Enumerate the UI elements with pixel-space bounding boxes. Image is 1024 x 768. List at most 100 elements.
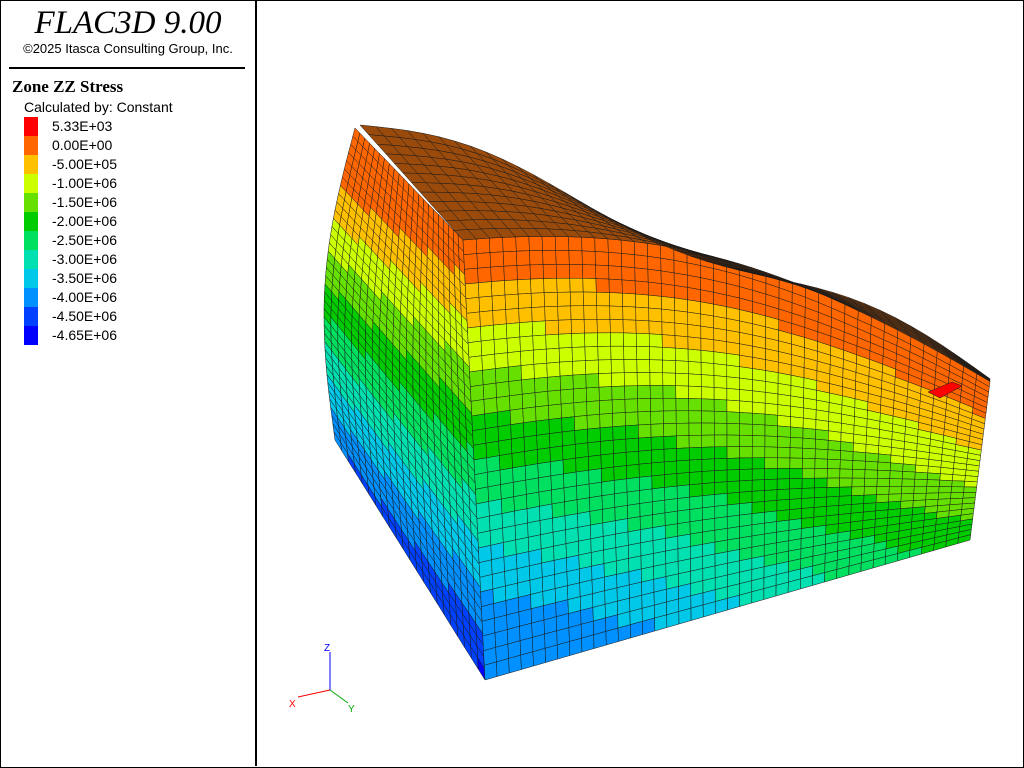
front-face-zone bbox=[789, 437, 804, 449]
front-face-zone bbox=[577, 524, 592, 542]
front-face-zone bbox=[599, 399, 613, 415]
front-face-zone bbox=[639, 488, 653, 504]
front-face-zone bbox=[528, 236, 543, 251]
front-face-zone bbox=[801, 468, 816, 479]
front-face-zone bbox=[585, 359, 599, 375]
model-view-svg[interactable]: Z X Y bbox=[257, 1, 1023, 766]
front-face-zone bbox=[544, 319, 559, 336]
front-face-zone bbox=[939, 473, 954, 481]
front-face-zone bbox=[625, 437, 639, 453]
front-face-zone bbox=[622, 319, 637, 334]
front-face-zone bbox=[777, 393, 792, 407]
front-face-zone bbox=[661, 321, 676, 336]
front-face-zone bbox=[477, 266, 492, 284]
front-face-zone bbox=[637, 385, 651, 400]
front-face-zone bbox=[609, 319, 624, 334]
model-viewport[interactable]: Z X Y bbox=[257, 1, 1023, 766]
front-face-zone bbox=[764, 424, 778, 437]
front-face-zone bbox=[915, 464, 929, 474]
front-face-zone bbox=[614, 491, 628, 508]
front-face-zone bbox=[726, 399, 740, 413]
front-face-zone bbox=[726, 411, 740, 425]
front-face-zone bbox=[700, 350, 715, 364]
front-face-zone bbox=[751, 457, 766, 470]
scale-swatch bbox=[24, 231, 38, 250]
front-face-zone bbox=[602, 520, 616, 537]
scale-entry: -4.65E+06 bbox=[24, 326, 184, 345]
front-face-zone bbox=[475, 501, 490, 520]
axes-triad: Z X Y bbox=[289, 643, 355, 715]
front-face-zone bbox=[902, 463, 917, 473]
front-face-zone bbox=[505, 308, 520, 325]
front-face-zone bbox=[687, 348, 702, 363]
front-face-zone bbox=[853, 433, 867, 445]
calculated-by-value: Constant bbox=[116, 99, 173, 115]
front-face-zone bbox=[539, 503, 553, 521]
front-face-zone bbox=[838, 486, 853, 497]
front-face-zone bbox=[476, 252, 491, 269]
front-face-zone bbox=[509, 408, 524, 425]
front-face-zone bbox=[470, 399, 485, 417]
front-face-zone bbox=[852, 442, 867, 453]
front-face-zone bbox=[486, 455, 501, 473]
front-face-zone bbox=[889, 478, 903, 487]
front-face-zone bbox=[531, 320, 546, 337]
front-face-zone bbox=[827, 430, 842, 442]
front-face-zone bbox=[575, 470, 590, 487]
front-face-zone bbox=[764, 500, 778, 513]
front-face-zone bbox=[663, 423, 677, 437]
front-face-zone bbox=[714, 528, 728, 543]
front-face-zone bbox=[913, 492, 927, 501]
front-face-zone bbox=[489, 237, 504, 253]
front-face-zone bbox=[764, 413, 779, 427]
front-face-zone bbox=[790, 416, 804, 429]
calculated-by: Calculated by: Constant bbox=[24, 99, 173, 115]
front-face-zone bbox=[471, 413, 486, 431]
front-face-zone bbox=[752, 401, 766, 415]
front-face-zone bbox=[864, 460, 879, 471]
front-face-zone bbox=[701, 494, 716, 509]
scale-entry: -2.50E+06 bbox=[24, 231, 184, 250]
front-face-zone bbox=[560, 388, 575, 405]
front-face-zone bbox=[550, 459, 564, 477]
front-face-zone bbox=[543, 278, 558, 293]
front-face-zone bbox=[764, 489, 778, 502]
front-face-zone bbox=[876, 486, 890, 495]
front-face-zone bbox=[551, 501, 566, 519]
front-face-zone bbox=[700, 301, 714, 317]
front-face-zone bbox=[840, 450, 854, 461]
scale-label: -1.00E+06 bbox=[52, 175, 117, 191]
front-face-zone bbox=[726, 434, 740, 447]
front-face-zone bbox=[651, 487, 666, 503]
front-face-zone bbox=[612, 425, 627, 441]
front-face-zone bbox=[639, 501, 653, 517]
front-face-zone bbox=[572, 360, 587, 376]
front-face-zone bbox=[487, 484, 502, 502]
front-face-zone bbox=[889, 462, 904, 472]
front-face-zone bbox=[726, 503, 740, 517]
front-face-zone bbox=[802, 437, 816, 450]
front-face-zone bbox=[515, 236, 530, 252]
front-face-zone bbox=[827, 449, 841, 461]
front-face-zone bbox=[533, 362, 548, 379]
front-face-zone bbox=[851, 477, 865, 488]
zone-mesh-model bbox=[323, 124, 991, 681]
front-face-zone bbox=[595, 264, 610, 280]
front-face-zone bbox=[552, 529, 567, 547]
front-face-zone bbox=[527, 520, 541, 538]
front-face-zone bbox=[950, 486, 965, 493]
front-face-zone bbox=[789, 488, 803, 500]
front-face-zone bbox=[701, 422, 715, 436]
front-face-zone bbox=[588, 481, 603, 498]
front-face-zone bbox=[623, 359, 638, 373]
scale-label: -4.00E+06 bbox=[52, 289, 117, 305]
scale-swatch bbox=[24, 193, 38, 212]
front-face-zone bbox=[675, 398, 690, 412]
front-face-zone bbox=[927, 472, 941, 481]
front-face-zone bbox=[914, 471, 929, 480]
front-face-zone bbox=[534, 391, 549, 408]
front-face-zone bbox=[802, 457, 816, 469]
front-face-zone bbox=[519, 335, 534, 352]
front-face-zone bbox=[726, 364, 740, 379]
front-face-zone bbox=[586, 414, 601, 430]
